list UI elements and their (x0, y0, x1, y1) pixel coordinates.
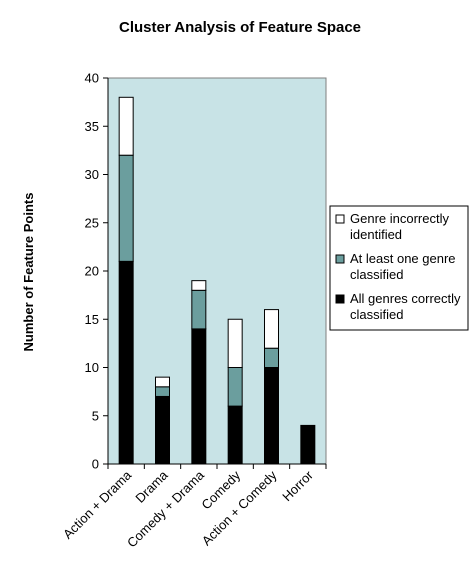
bar-segment (227, 367, 243, 407)
y-tick-label: 0 (92, 457, 99, 472)
y-tick-label: 10 (85, 360, 99, 375)
bar-segment (118, 154, 134, 262)
x-tick-label: Action + Drama (60, 467, 135, 542)
y-tick-label: 25 (85, 215, 99, 230)
bar-segment (118, 96, 134, 156)
y-tick-label: 40 (85, 71, 99, 86)
legend-label: At least one genre classified (350, 251, 456, 282)
legend-swatch (335, 294, 345, 304)
y-axis-label: Number of Feature Points (21, 193, 36, 352)
x-tick-label: Horror (279, 467, 316, 504)
legend-swatch (335, 214, 345, 224)
bar-segment (155, 376, 170, 388)
bar-segment (191, 289, 207, 330)
bar-segment (264, 347, 279, 369)
chart-title: Cluster Analysis of Feature Space (119, 19, 361, 36)
bar-segment (227, 405, 243, 465)
bar-segment (264, 309, 279, 349)
bar-segment (155, 395, 170, 465)
bar-segment (191, 328, 207, 465)
bar-segment (227, 318, 243, 368)
bar-segment (300, 424, 316, 465)
bar-segment (191, 280, 207, 291)
y-tick-label: 20 (85, 264, 99, 279)
legend-label: All genres correctly classified (350, 291, 461, 322)
bar-segment (264, 367, 279, 465)
legend-box (329, 205, 469, 331)
bar-segment (118, 260, 134, 465)
bar-segment (155, 386, 170, 397)
y-tick-label: 5 (92, 408, 99, 423)
legend: Genre incorrectly identified At least one … (329, 205, 469, 331)
legend-label: Genre incorrectly identified (350, 211, 449, 242)
plot-background (107, 77, 327, 465)
legend-swatch (335, 254, 345, 264)
y-tick-label: 30 (85, 167, 99, 182)
y-tick-label: 35 (85, 119, 99, 134)
y-tick-label: 15 (85, 312, 99, 327)
